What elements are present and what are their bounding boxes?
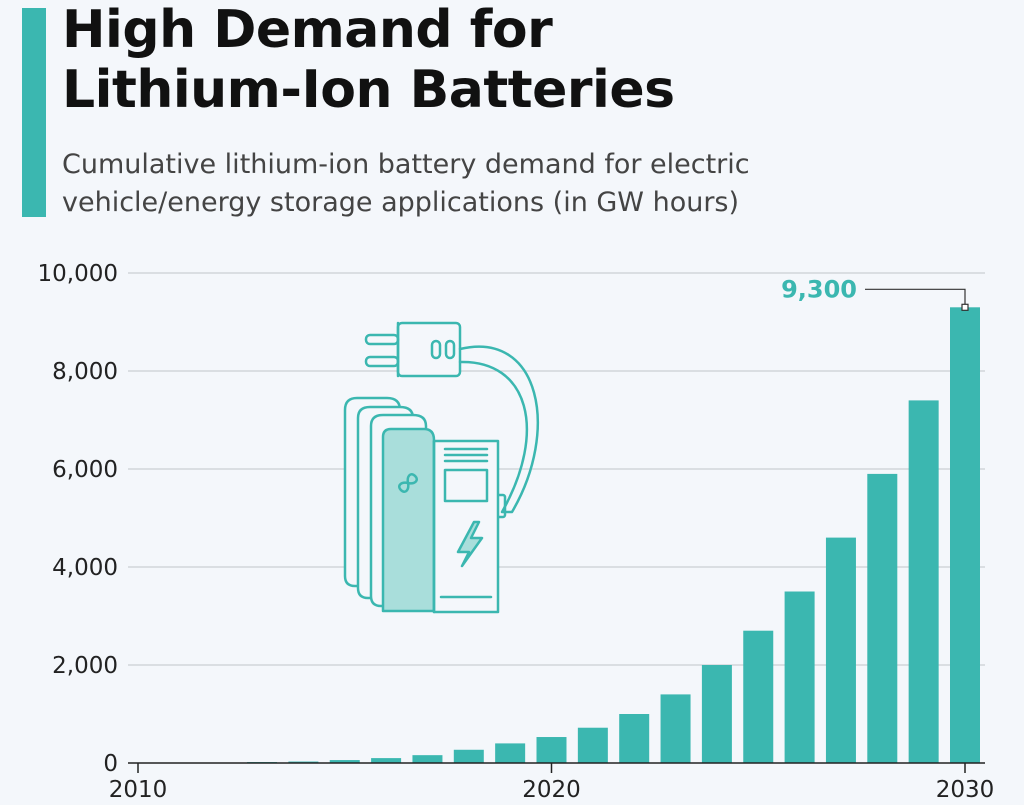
- x-tick-label: 2030: [936, 777, 995, 803]
- bar-2023: [660, 694, 691, 763]
- callout-value-label: 9,300: [781, 275, 857, 303]
- y-tick-label: 0: [103, 751, 118, 777]
- subtitle-line-1: Cumulative lithium-ion battery demand fo…: [62, 149, 750, 180]
- subtitle-line-2: vehicle/energy storage applications (in …: [62, 187, 740, 218]
- x-axis-ticks: 2010 2020 2030: [109, 763, 995, 803]
- bar-2028: [867, 473, 898, 763]
- bar-2024: [701, 665, 732, 763]
- callout-leader: [865, 288, 966, 308]
- gridlines: [128, 272, 985, 666]
- bar-2017: [412, 755, 443, 763]
- bar-2016: [371, 758, 402, 763]
- x-tick-label: 2010: [109, 777, 168, 803]
- bars: [164, 307, 980, 763]
- bar-2019: [495, 743, 526, 763]
- title-line-1: High Demand for: [62, 0, 553, 60]
- title-line-2: Lithium-Ion Batteries: [62, 60, 675, 120]
- peak-callout: 9,300: [781, 275, 969, 311]
- bar-2021: [577, 727, 608, 763]
- callout-marker: [961, 303, 969, 311]
- y-tick-label: 2,000: [52, 653, 118, 679]
- ev-charging-station-battery-icon: [343, 321, 540, 614]
- x-tick-label: 2020: [522, 777, 581, 803]
- y-tick-label: 6,000: [52, 457, 118, 483]
- bar-2029: [908, 400, 939, 763]
- bar-2027: [825, 537, 856, 763]
- bar-2018: [453, 749, 484, 763]
- bar-2026: [784, 591, 815, 763]
- y-axis-labels: 0 2,000 4,000 6,000 8,000 10,000: [38, 261, 118, 777]
- chart-subtitle: Cumulative lithium-ion battery demand fo…: [62, 146, 962, 222]
- bar-2030: [950, 307, 980, 763]
- bar-2015: [329, 760, 360, 763]
- bar-2025: [743, 630, 774, 763]
- y-tick-label: 8,000: [52, 359, 118, 385]
- chart-title: High Demand for Lithium-Ion Batteries: [62, 0, 1002, 120]
- y-tick-label: 10,000: [38, 261, 118, 287]
- bar-2020: [536, 737, 567, 763]
- bar-2022: [619, 714, 650, 763]
- accent-bar: [22, 8, 46, 217]
- y-tick-label: 4,000: [52, 555, 118, 581]
